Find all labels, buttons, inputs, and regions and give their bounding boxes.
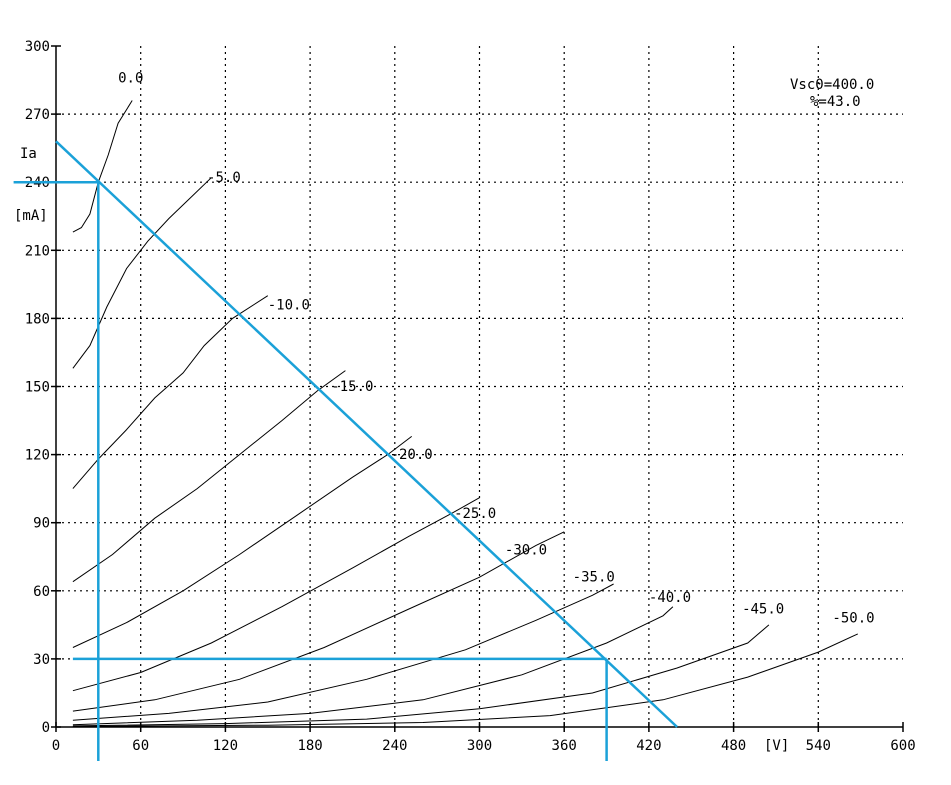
overlay-lines — [13, 140, 678, 761]
x-tick-label: 420 — [636, 738, 661, 754]
load-line — [55, 140, 678, 728]
x-tick-label: 180 — [297, 738, 322, 754]
x-axis-label: [V] — [764, 738, 789, 754]
x-tick-label: 240 — [382, 738, 407, 754]
y-tick-label: 150 — [25, 380, 50, 396]
y-tick-label: 30 — [33, 652, 50, 668]
curve--30_0 — [72, 531, 565, 712]
curve-labels: 0.0 -5.0 -10.0 -15.0 -20.0 -25.0 -30.0 -35.0 -40… — [118, 70, 874, 626]
curve-label: -25.0 — [454, 506, 496, 522]
y-tick-label: 60 — [33, 584, 50, 600]
curve-label: -10.0 — [268, 297, 310, 313]
curve-label: -35.0 — [573, 570, 615, 586]
x-tick-label: 360 — [552, 738, 577, 754]
x-tick-label: 0 — [52, 738, 60, 754]
x-tick-label: 300 — [467, 738, 492, 754]
curve-label: -40.0 — [649, 590, 691, 606]
y-axis-label: Ia — [20, 146, 37, 162]
y-tick-label: 0 — [42, 720, 50, 736]
y-tick-label: 180 — [25, 311, 50, 327]
curve--20_0 — [72, 436, 413, 648]
curve-label: -15.0 — [331, 379, 373, 395]
curve-label: -45.0 — [742, 602, 784, 618]
y-tick-label: 210 — [25, 243, 50, 259]
x-tick-label: 600 — [890, 738, 915, 754]
curve--45_0 — [72, 624, 770, 727]
curve-label: 0.0 — [118, 70, 143, 86]
curve--35_0 — [72, 583, 614, 721]
curves — [72, 100, 859, 727]
y-tick-label: 120 — [25, 448, 50, 464]
curve-label: -20.0 — [391, 447, 433, 463]
curve--40_0 — [72, 606, 674, 726]
curve--10_0 — [72, 295, 269, 489]
param-vsc: Vsc0=400.0 — [790, 77, 874, 93]
curve-label: -5.0 — [207, 170, 241, 186]
param-mu: %=43.0 — [810, 94, 861, 110]
y-tick-label: 300 — [25, 39, 50, 55]
curve--5_0 — [72, 177, 212, 369]
curve--25_0 — [72, 497, 480, 692]
x-tick-label: 60 — [132, 738, 149, 754]
x-tick-label: 540 — [806, 738, 831, 754]
curve-label: -30.0 — [505, 542, 547, 558]
x-tick-labels: 0 60 120 180 240 300 360 420 480 540 600 — [52, 738, 916, 754]
y-tick-label: 270 — [25, 107, 50, 123]
x-tick-label: 480 — [721, 738, 746, 754]
grid — [56, 46, 903, 727]
curve--15_0 — [72, 370, 346, 583]
curve--50_0 — [72, 633, 859, 727]
y-axis-unit: [mA] — [14, 208, 48, 224]
axes — [51, 45, 904, 732]
y-tick-label: 90 — [33, 516, 50, 532]
x-tick-label: 120 — [213, 738, 238, 754]
curve-label: -50.0 — [832, 611, 874, 627]
